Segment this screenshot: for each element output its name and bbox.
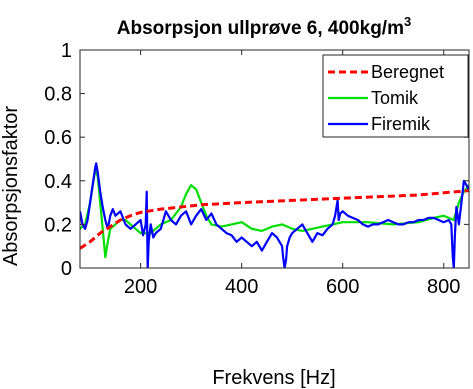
x-tick-label: 400 [225, 276, 258, 298]
x-axis-label: Frekvens [Hz] [212, 367, 335, 389]
tick-layer: 200 400 600 800 0 0.2 0.4 0.6 0.8 1 [44, 40, 469, 298]
x-tick-label: 600 [326, 276, 359, 298]
y-tick-label: 0.6 [44, 127, 72, 149]
y-axis-label: Absorpsjonsfaktor [0, 106, 22, 266]
series-line-tomik [80, 168, 469, 259]
y-tick-label: 0.4 [44, 171, 72, 193]
y-tick-label: 0.2 [44, 214, 72, 236]
chart-title: Absorpsjon ullprøve 6, 400kg/m3 [117, 14, 411, 39]
plot-frame [79, 49, 470, 269]
x-tick-label: 800 [427, 276, 460, 298]
legend-label-beregnet: Beregnet [371, 62, 444, 82]
title-superscript: 3 [404, 14, 411, 29]
y-tick-label: 1 [61, 40, 72, 62]
legend-label-firemik: Firemik [371, 114, 431, 134]
legend-label-tomik: Tomik [371, 88, 419, 108]
series-line-firemik [80, 162, 469, 268]
series-layer [80, 162, 469, 268]
y-tick-label: 0.8 [44, 84, 72, 106]
x-tick-label: 200 [124, 276, 157, 298]
legend: Beregnet Tomik Firemik [322, 54, 469, 138]
y-tick-label: 0 [61, 258, 72, 280]
